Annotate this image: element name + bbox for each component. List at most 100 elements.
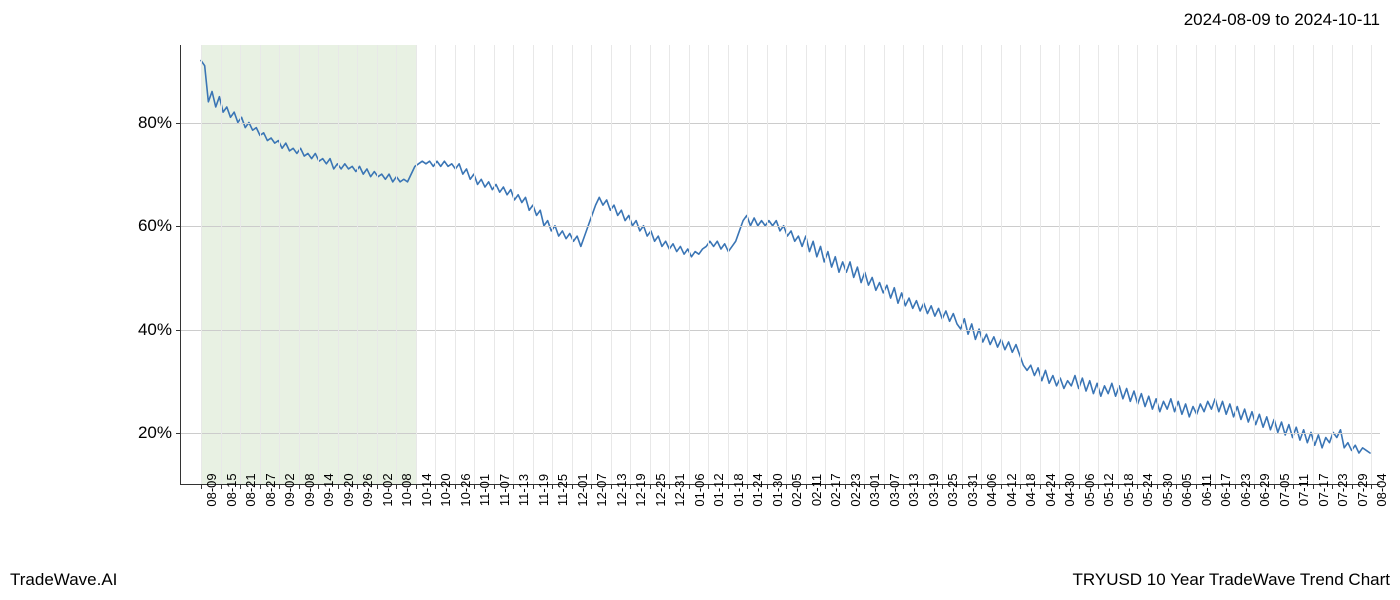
- gridline-vertical: [572, 45, 573, 484]
- date-range-label: 2024-08-09 to 2024-10-11: [1184, 10, 1380, 30]
- gridline-vertical: [1293, 45, 1294, 484]
- x-tick-label: 05-06: [1082, 473, 1097, 506]
- x-tick-label: 03-07: [887, 473, 902, 506]
- gridline-vertical: [1332, 45, 1333, 484]
- x-tick-mark: [903, 484, 904, 489]
- gridline-vertical: [1313, 45, 1314, 484]
- x-tick-mark: [1176, 484, 1177, 489]
- x-tick-mark: [1040, 484, 1041, 489]
- gridline-vertical: [1137, 45, 1138, 484]
- x-tick-label: 10-26: [458, 473, 473, 506]
- gridline-horizontal: [181, 226, 1380, 227]
- x-tick-label: 02-05: [789, 473, 804, 506]
- x-tick-label: 05-24: [1140, 473, 1155, 506]
- gridline-vertical: [299, 45, 300, 484]
- gridline-vertical: [1254, 45, 1255, 484]
- x-tick-label: 03-31: [965, 473, 980, 506]
- gridline-vertical: [650, 45, 651, 484]
- gridline-vertical: [845, 45, 846, 484]
- x-tick-mark: [338, 484, 339, 489]
- x-tick-mark: [650, 484, 651, 489]
- gridline-vertical: [923, 45, 924, 484]
- x-tick-label: 01-06: [692, 473, 707, 506]
- x-tick-mark: [942, 484, 943, 489]
- x-tick-label: 10-20: [438, 473, 453, 506]
- x-tick-label: 01-12: [711, 473, 726, 506]
- x-tick-mark: [825, 484, 826, 489]
- x-tick-mark: [630, 484, 631, 489]
- gridline-vertical: [552, 45, 553, 484]
- x-tick-label: 07-17: [1316, 473, 1331, 506]
- x-tick-mark: [591, 484, 592, 489]
- x-tick-label: 10-08: [399, 473, 414, 506]
- x-tick-label: 09-26: [360, 473, 375, 506]
- gridline-vertical: [318, 45, 319, 484]
- gridline-vertical: [689, 45, 690, 484]
- x-tick-mark: [572, 484, 573, 489]
- x-tick-label: 08-27: [263, 473, 278, 506]
- x-tick-mark: [201, 484, 202, 489]
- x-tick-mark: [786, 484, 787, 489]
- x-tick-label: 01-30: [770, 473, 785, 506]
- x-tick-label: 12-25: [653, 473, 668, 506]
- x-tick-label: 01-18: [731, 473, 746, 506]
- x-tick-label: 02-11: [809, 474, 824, 506]
- footer-title: TRYUSD 10 Year TradeWave Trend Chart: [1073, 570, 1391, 590]
- gridline-vertical: [416, 45, 417, 484]
- y-tick-mark: [176, 433, 181, 434]
- x-tick-mark: [1098, 484, 1099, 489]
- line-chart-svg: [181, 45, 1380, 484]
- gridline-vertical: [1118, 45, 1119, 484]
- gridline-vertical: [884, 45, 885, 484]
- gridline-vertical: [1215, 45, 1216, 484]
- x-tick-label: 11-19: [536, 474, 551, 506]
- x-tick-mark: [357, 484, 358, 489]
- x-tick-label: 11-13: [516, 474, 531, 506]
- x-tick-mark: [474, 484, 475, 489]
- gridline-vertical: [533, 45, 534, 484]
- x-tick-mark: [240, 484, 241, 489]
- gridline-vertical: [1352, 45, 1353, 484]
- x-tick-mark: [806, 484, 807, 489]
- x-tick-label: 04-24: [1043, 473, 1058, 506]
- x-tick-label: 11-25: [555, 474, 570, 506]
- x-tick-mark: [221, 484, 222, 489]
- gridline-vertical: [1040, 45, 1041, 484]
- gridline-vertical: [1020, 45, 1021, 484]
- gridline-vertical: [260, 45, 261, 484]
- x-tick-mark: [981, 484, 982, 489]
- x-tick-mark: [1118, 484, 1119, 489]
- y-tick-label: 20%: [138, 423, 172, 443]
- x-tick-mark: [299, 484, 300, 489]
- x-tick-label: 02-23: [848, 473, 863, 506]
- gridline-vertical: [221, 45, 222, 484]
- x-tick-mark: [1332, 484, 1333, 489]
- x-tick-label: 08-15: [224, 473, 239, 506]
- x-tick-label: 10-02: [380, 473, 395, 506]
- gridline-vertical: [767, 45, 768, 484]
- gridline-vertical: [455, 45, 456, 484]
- x-tick-label: 06-11: [1199, 474, 1214, 506]
- chart-container: 2024-08-09 to 2024-10-11 TradeWave.AI TR…: [0, 0, 1400, 600]
- x-tick-mark: [396, 484, 397, 489]
- gridline-vertical: [240, 45, 241, 484]
- gridline-vertical: [201, 45, 202, 484]
- x-tick-mark: [1196, 484, 1197, 489]
- x-tick-mark: [689, 484, 690, 489]
- gridline-vertical: [1176, 45, 1177, 484]
- plot-area: [180, 45, 1380, 485]
- gridline-horizontal: [181, 123, 1380, 124]
- x-tick-mark: [884, 484, 885, 489]
- x-tick-label: 07-23: [1335, 473, 1350, 506]
- x-tick-mark: [1274, 484, 1275, 489]
- x-tick-label: 09-08: [302, 473, 317, 506]
- x-tick-mark: [1371, 484, 1372, 489]
- gridline-vertical: [1157, 45, 1158, 484]
- gridline-vertical: [728, 45, 729, 484]
- x-tick-label: 03-01: [867, 473, 882, 506]
- gridline-vertical: [708, 45, 709, 484]
- x-tick-mark: [455, 484, 456, 489]
- x-tick-label: 06-29: [1257, 473, 1272, 506]
- x-tick-label: 07-29: [1355, 473, 1370, 506]
- gridline-vertical: [494, 45, 495, 484]
